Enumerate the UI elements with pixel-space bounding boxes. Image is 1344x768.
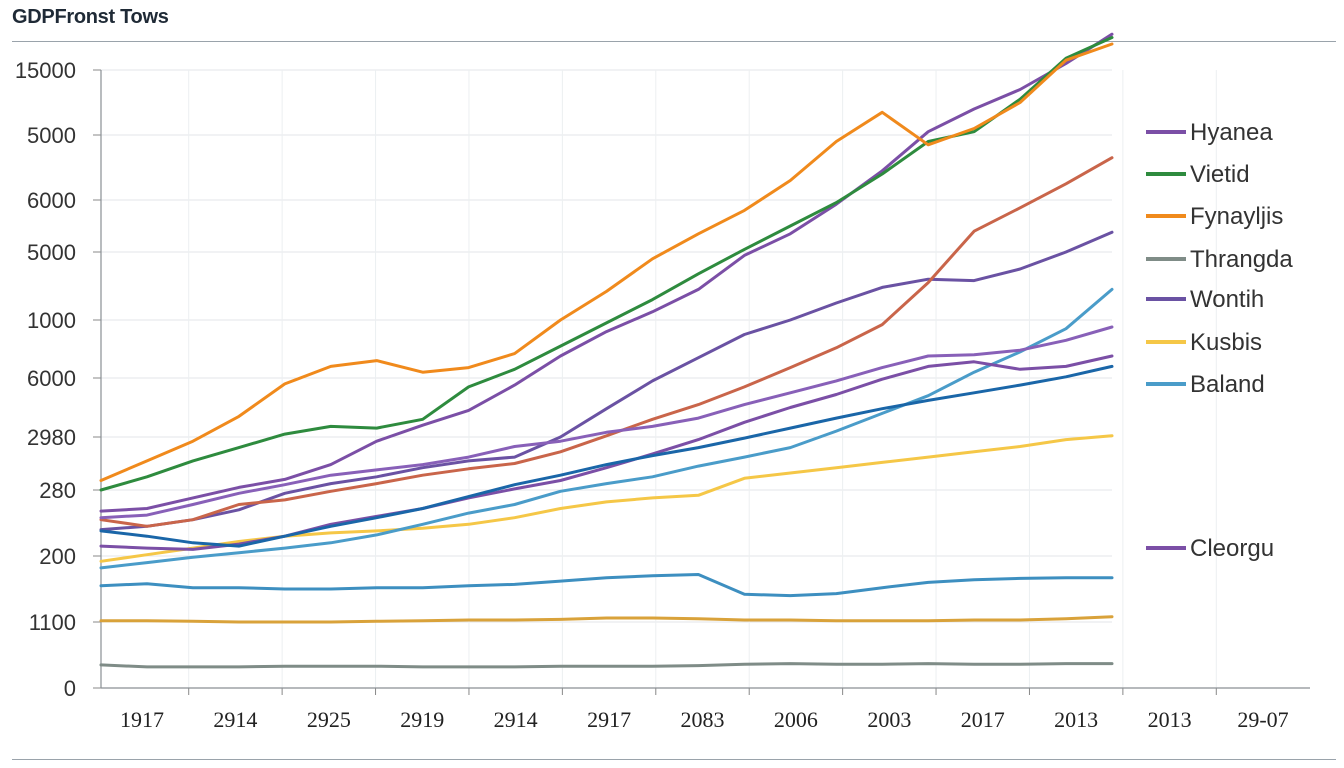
legend-label: Cleorgu bbox=[1190, 535, 1274, 562]
y-tick-label: 2980 bbox=[27, 425, 76, 450]
y-tick-label: 6000 bbox=[27, 188, 76, 213]
x-tick-label: 2083 bbox=[681, 707, 725, 732]
legend-label: Hyanea bbox=[1190, 119, 1273, 146]
series-line-unlabeled-12 bbox=[99, 615, 1114, 624]
series-line-unlabeled-10 bbox=[99, 325, 1114, 520]
legend-label: Kusbis bbox=[1190, 329, 1262, 356]
bottom-divider bbox=[12, 759, 1336, 760]
y-tick-label: 5000 bbox=[27, 240, 76, 265]
legend-label: Wontih bbox=[1190, 286, 1264, 313]
x-tick-label: 2013 bbox=[1054, 707, 1098, 732]
x-tick-label: 2917 bbox=[587, 707, 631, 732]
series-line-thrangda bbox=[99, 662, 1114, 669]
y-tick-label: 0 bbox=[64, 676, 76, 701]
x-tick-label: 2925 bbox=[307, 707, 351, 732]
series-lines bbox=[99, 32, 1114, 669]
series-line-unlabeled-8 bbox=[99, 364, 1114, 548]
x-tick-labels: 1917 2914 2925 2919 2914 2917 2083 2006 2003 2017… bbox=[120, 707, 1289, 732]
y-tick-label: 1000 bbox=[27, 308, 76, 333]
series-line-wontih bbox=[99, 230, 1114, 532]
x-tick-label: 2919 bbox=[400, 707, 444, 732]
chart-title: GDPFronst Tows bbox=[12, 6, 169, 28]
y-tick-label: 1100 bbox=[29, 610, 76, 635]
series-line-hyanea bbox=[99, 32, 1114, 513]
x-tick-label: 2914 bbox=[213, 707, 257, 732]
legend-label: Vietid bbox=[1190, 161, 1250, 188]
legend: Hyanea Vietid Fynayljis Thrangda Wontih Kusbi… bbox=[1146, 119, 1293, 562]
y-tick-label: 6000 bbox=[27, 366, 76, 391]
legend-label: Fynayljis bbox=[1190, 203, 1283, 230]
axes bbox=[93, 69, 1310, 695]
series-line-unlabeled-11 bbox=[99, 573, 1114, 598]
series-line-vietid bbox=[99, 36, 1114, 492]
series-line-baland bbox=[99, 287, 1114, 570]
grid bbox=[101, 69, 1217, 688]
y-tick-labels: 0 1100 200 280 2980 6000 1000 5000 6000 5000 15000 bbox=[15, 58, 76, 701]
y-tick-label: 280 bbox=[39, 478, 76, 503]
x-tick-label: 2006 bbox=[774, 707, 818, 732]
y-tick-label: 5000 bbox=[27, 123, 76, 148]
y-tick-label: 15000 bbox=[15, 58, 76, 83]
x-tick-label: 2914 bbox=[494, 707, 538, 732]
series-line-unlabeled-9 bbox=[99, 156, 1114, 528]
y-tick-label: 200 bbox=[39, 544, 76, 569]
x-tick-label: 2003 bbox=[867, 707, 911, 732]
x-tick-label: 2017 bbox=[961, 707, 1005, 732]
x-tick-label: 2013 bbox=[1148, 707, 1192, 732]
top-divider bbox=[12, 41, 1336, 42]
x-tick-label: 1917 bbox=[120, 707, 164, 732]
legend-label: Baland bbox=[1190, 371, 1265, 398]
series-line-fynayljis bbox=[99, 42, 1114, 482]
legend-label: Thrangda bbox=[1190, 246, 1293, 273]
x-tick-label: 29-07 bbox=[1237, 707, 1288, 732]
